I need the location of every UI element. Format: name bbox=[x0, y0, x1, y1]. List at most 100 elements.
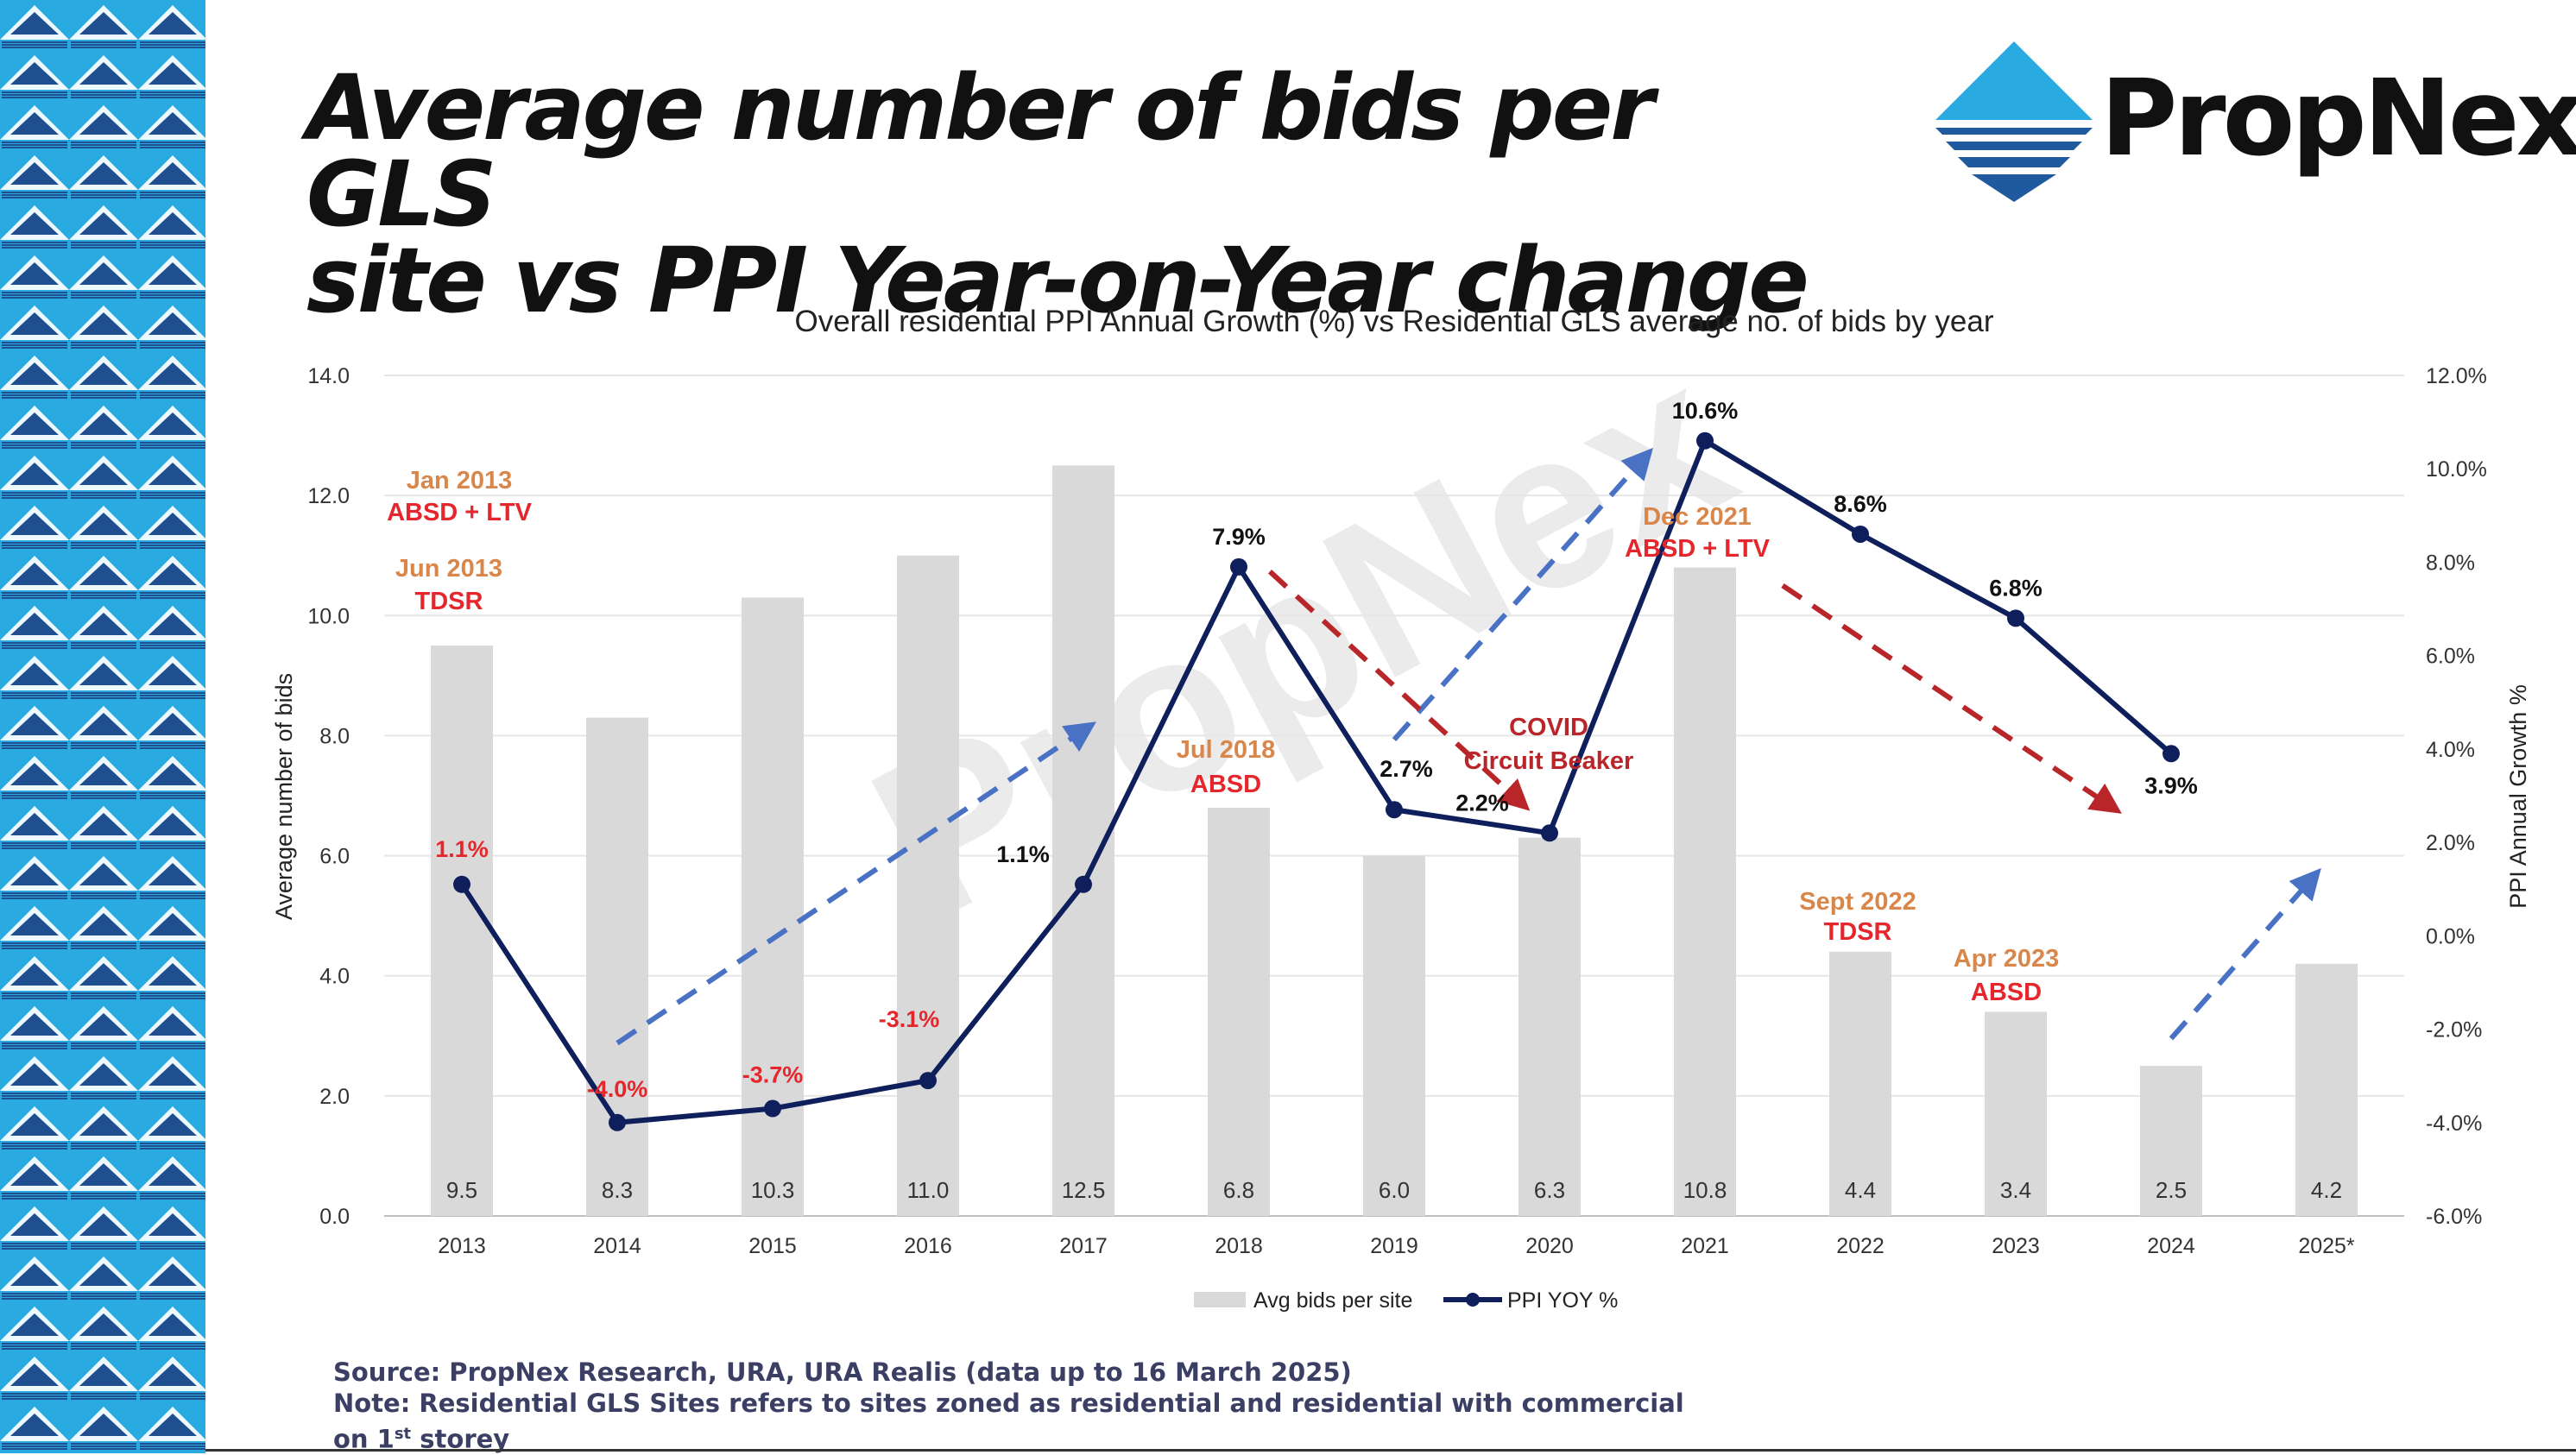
page-title-line-2: site vs PPI Year-on-Year change bbox=[306, 228, 1809, 333]
pattern-stripe bbox=[140, 247, 205, 249]
pattern-stripe bbox=[71, 344, 136, 346]
pattern-triangle-inner bbox=[10, 1013, 59, 1036]
ppi-data-label: 2.2% bbox=[1455, 790, 1509, 816]
pattern-triangle-inner bbox=[10, 1364, 59, 1386]
pattern-stripe bbox=[140, 745, 205, 746]
pattern-stripe bbox=[2, 1145, 67, 1147]
pattern-stripe bbox=[2, 447, 67, 449]
ppi-marker bbox=[764, 1099, 781, 1118]
pattern-stripe bbox=[71, 845, 136, 847]
pattern-stripe bbox=[140, 442, 205, 444]
pattern-stripe bbox=[71, 992, 136, 994]
x-tick-label: 2013 bbox=[438, 1234, 486, 1258]
pattern-stripe bbox=[2, 1293, 67, 1294]
pattern-stripe bbox=[71, 1295, 136, 1297]
pattern-stripe bbox=[2, 342, 67, 343]
pattern-stripe bbox=[71, 747, 136, 749]
pattern-stripe bbox=[2, 1343, 67, 1345]
pattern-stripe bbox=[71, 142, 136, 143]
bar-value-label: 10.8 bbox=[1683, 1177, 1727, 1203]
pattern-stripe bbox=[2, 1045, 67, 1047]
y2-tick-label: -6.0% bbox=[2426, 1205, 2482, 1229]
bar-value-label: 10.3 bbox=[751, 1177, 795, 1203]
pattern-stripe bbox=[71, 1243, 136, 1244]
pattern-stripe bbox=[140, 1095, 205, 1097]
pattern-stripe bbox=[71, 1048, 136, 1049]
policy-name-apr-2023: ABSD bbox=[1971, 979, 2042, 1006]
pattern-stripe bbox=[140, 1098, 205, 1099]
pattern-triangle-inner bbox=[148, 162, 197, 185]
ppi-marker bbox=[609, 1113, 626, 1131]
pattern-stripe bbox=[140, 444, 205, 446]
legend-label-bars: Avg bids per site bbox=[1253, 1288, 1412, 1313]
pattern-triangle-inner bbox=[79, 913, 128, 935]
pattern-stripe bbox=[71, 1345, 136, 1347]
pattern-stripe bbox=[140, 1148, 205, 1150]
ppi-marker bbox=[1230, 557, 1247, 576]
pattern-stripe bbox=[71, 347, 136, 349]
pattern-stripe bbox=[71, 647, 136, 649]
y2-tick-label: 6.0% bbox=[2426, 645, 2475, 669]
pattern-triangle-inner bbox=[148, 362, 197, 385]
pattern-stripe bbox=[140, 1443, 205, 1445]
gridlines bbox=[384, 375, 2404, 1217]
ppi-marker bbox=[1696, 431, 1714, 450]
pattern-triangle-inner bbox=[148, 963, 197, 986]
ppi-data-label: 1.1% bbox=[435, 836, 489, 862]
policy-date-jun-2013: Jun 2013 bbox=[395, 555, 502, 583]
pattern-stripe bbox=[140, 1195, 205, 1197]
y-tick-label: 0.0 bbox=[319, 1205, 350, 1229]
pattern-triangle-inner bbox=[148, 1213, 197, 1236]
pattern-stripe bbox=[140, 342, 205, 343]
y-tick-label: 4.0 bbox=[319, 965, 350, 989]
policy-date-dec-2021: Dec 2021 bbox=[1643, 503, 1752, 531]
pattern-stripe bbox=[71, 1248, 136, 1250]
y-tick-label: 12.0 bbox=[307, 484, 350, 508]
pattern-stripe bbox=[140, 795, 205, 797]
pattern-stripe bbox=[2, 394, 67, 396]
x-tick-label: 2023 bbox=[1992, 1234, 2040, 1258]
y2-tick-label: 0.0% bbox=[2426, 924, 2475, 948]
bar-value-label: 8.3 bbox=[602, 1177, 633, 1203]
pattern-stripe bbox=[140, 1293, 205, 1294]
ppi-data-label: -3.1% bbox=[879, 1006, 940, 1032]
pattern-stripe bbox=[140, 642, 205, 644]
ppi-data-label: 7.9% bbox=[1212, 524, 1266, 550]
pattern-stripe bbox=[2, 695, 67, 696]
pattern-triangle-inner bbox=[148, 1113, 197, 1136]
ppi-line bbox=[459, 438, 2173, 1125]
y-tick-label: 2.0 bbox=[319, 1085, 350, 1109]
pattern-stripe bbox=[71, 1098, 136, 1099]
pattern-triangle-inner bbox=[79, 1364, 128, 1386]
pattern-triangle-inner bbox=[148, 1364, 197, 1386]
pattern-stripe bbox=[140, 447, 205, 449]
pattern-stripe bbox=[2, 597, 67, 599]
pattern-stripe bbox=[71, 1148, 136, 1150]
pattern-stripe bbox=[71, 895, 136, 897]
pattern-triangle-inner bbox=[10, 613, 59, 635]
pattern-stripe bbox=[140, 242, 205, 243]
pattern-triangle-inner bbox=[148, 1163, 197, 1186]
pattern-triangle-inner bbox=[10, 963, 59, 986]
pattern-stripe bbox=[2, 797, 67, 799]
policy-name-jun-2013: TDSR bbox=[415, 588, 483, 615]
pattern-stripe bbox=[2, 647, 67, 649]
pattern-stripe bbox=[2, 745, 67, 746]
pattern-triangle-inner bbox=[79, 813, 128, 835]
bar-value-label: 6.0 bbox=[1379, 1177, 1410, 1203]
pattern-stripe bbox=[140, 197, 205, 198]
bar-value-label: 4.4 bbox=[1845, 1177, 1876, 1203]
pattern-stripe bbox=[71, 297, 136, 299]
pattern-stripe bbox=[71, 1343, 136, 1345]
pattern-stripe bbox=[71, 1395, 136, 1397]
y-tick-label: 10.0 bbox=[307, 604, 350, 628]
pattern-triangle-inner bbox=[79, 12, 128, 35]
pattern-triangle-inner bbox=[10, 1063, 59, 1086]
pattern-triangle-inner bbox=[79, 863, 128, 885]
pattern-stripe bbox=[2, 642, 67, 644]
ppi-data-label: -3.7% bbox=[742, 1062, 804, 1088]
ppi-data-label: 3.9% bbox=[2144, 772, 2198, 798]
chart-title: Overall residential PPI Annual Growth (%… bbox=[794, 305, 1993, 338]
pattern-stripe bbox=[71, 892, 136, 894]
pattern-stripe bbox=[140, 1193, 205, 1194]
